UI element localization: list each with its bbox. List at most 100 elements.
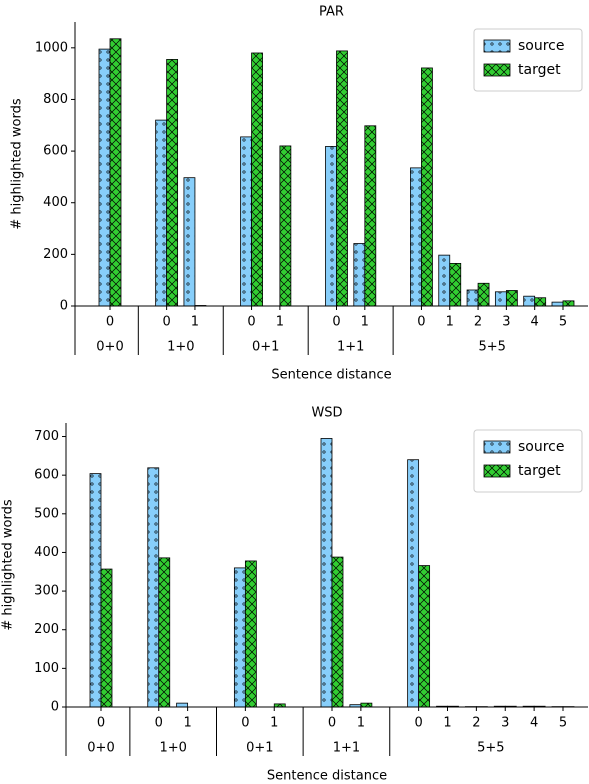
legend-swatch — [483, 63, 511, 77]
x-tick-label: 0 — [328, 716, 336, 731]
bar — [320, 438, 333, 708]
x-tick-label: 1 — [443, 716, 451, 731]
x-axis-label: Sentence distance — [271, 368, 391, 383]
group-label: 5+5 — [477, 741, 504, 756]
bar — [494, 291, 507, 307]
x-tick-label: 4 — [530, 716, 538, 731]
x-tick-label: 0 — [106, 315, 114, 330]
bar — [183, 177, 196, 307]
x-tick-label: 1 — [361, 315, 369, 330]
x-tick-label: 0 — [332, 315, 340, 330]
group-label: 0+0 — [96, 340, 123, 355]
bar — [410, 167, 422, 307]
bar — [360, 702, 373, 708]
bar — [251, 52, 263, 307]
y-tick-label: 600 — [34, 468, 59, 483]
bar — [336, 50, 348, 307]
group-label: 1+1 — [333, 741, 360, 756]
group-label: 1+1 — [337, 340, 364, 355]
x-tick-label: 1 — [191, 315, 199, 330]
bar — [176, 702, 189, 708]
bar — [562, 300, 575, 307]
bar — [331, 556, 344, 708]
y-axis-label: # highlighted words — [10, 98, 25, 230]
y-tick-label: 500 — [34, 506, 59, 521]
group-label: 1+0 — [167, 340, 194, 355]
subplot: WSD # highlighted words Sentence distance 0… — [1, 406, 588, 784]
x-tick-label: 5 — [559, 716, 567, 731]
chart-title: WSD — [311, 406, 342, 421]
bar — [98, 48, 111, 307]
y-tick-label: 0 — [60, 299, 68, 314]
bar — [158, 557, 171, 708]
x-axis-label: Sentence distance — [267, 769, 387, 784]
x-tick-label: 0 — [155, 716, 163, 731]
bar — [477, 282, 490, 307]
bar — [505, 290, 518, 307]
y-tick-label: 0 — [51, 700, 59, 715]
legend-label: target — [518, 62, 561, 78]
x-tick-label: 1 — [357, 716, 365, 731]
y-tick-label: 200 — [34, 622, 59, 637]
group-label: 0+1 — [246, 741, 273, 756]
subplot: PAR # highlighted words Sentence distance 0… — [10, 5, 588, 383]
group-label: 5+5 — [479, 340, 506, 355]
group-label: 0+1 — [252, 340, 279, 355]
y-tick-label: 200 — [43, 247, 68, 262]
group-label: 0+0 — [87, 741, 114, 756]
y-tick-label: 700 — [34, 429, 59, 444]
bar — [438, 254, 451, 307]
bar — [418, 565, 431, 708]
y-tick-label: 300 — [34, 584, 59, 599]
x-tick-label: 0 — [97, 716, 105, 731]
bar — [147, 467, 160, 708]
legend-label: source — [518, 38, 565, 54]
chart-title: PAR — [319, 5, 344, 20]
bar — [364, 125, 377, 307]
bar — [407, 459, 420, 708]
legend-swatch — [483, 39, 511, 53]
bar — [233, 567, 246, 708]
x-tick-label: 1 — [183, 716, 191, 731]
bar — [109, 38, 122, 307]
x-tick-label: 2 — [472, 716, 480, 731]
x-tick-label: 4 — [531, 315, 539, 330]
y-tick-label: 800 — [43, 92, 68, 107]
x-tick-label: 1 — [276, 315, 284, 330]
y-tick-label: 1000 — [35, 40, 68, 55]
x-tick-label: 3 — [501, 716, 509, 731]
bar — [240, 136, 252, 307]
y-axis-label: # highlighted words — [1, 499, 16, 631]
bar — [325, 146, 337, 307]
legend-swatch — [483, 440, 511, 454]
group-label: 1+0 — [159, 741, 186, 756]
x-tick-label: 0 — [241, 716, 249, 731]
y-tick-label: 400 — [43, 195, 68, 210]
x-tick-label: 1 — [446, 315, 454, 330]
bar — [551, 301, 564, 307]
bar — [466, 289, 479, 307]
bar — [155, 119, 168, 307]
y-tick-label: 100 — [34, 661, 59, 676]
y-tick-label: 600 — [43, 144, 68, 159]
x-tick-label: 1 — [270, 716, 278, 731]
bar — [523, 295, 536, 307]
x-tick-label: 0 — [247, 315, 255, 330]
legend-label: source — [518, 439, 565, 455]
bar — [421, 67, 433, 307]
bar — [353, 243, 366, 307]
legend-label: target — [518, 463, 561, 479]
x-tick-label: 5 — [559, 315, 567, 330]
x-tick-label: 3 — [502, 315, 510, 330]
bar — [244, 560, 257, 708]
x-tick-label: 0 — [414, 716, 422, 731]
y-tick-label: 400 — [34, 545, 59, 560]
x-tick-label: 2 — [474, 315, 482, 330]
bar — [449, 262, 462, 307]
bar — [89, 473, 102, 708]
bar — [534, 297, 547, 307]
bar — [279, 145, 292, 307]
bar — [100, 568, 113, 708]
x-tick-label: 0 — [417, 315, 425, 330]
